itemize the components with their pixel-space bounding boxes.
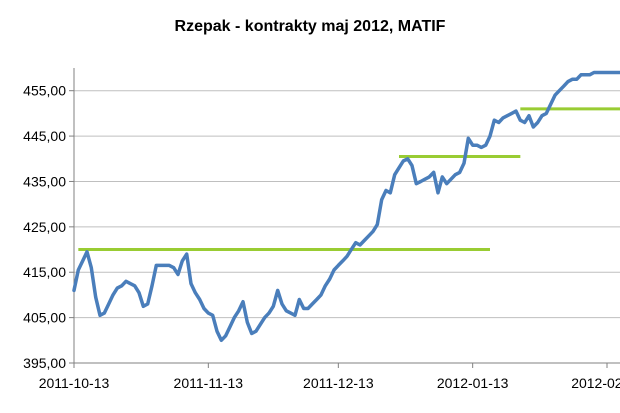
y-tick-label: 435,00 xyxy=(23,173,66,189)
series-line xyxy=(72,70,620,343)
x-tick-label: 2011-10-13 xyxy=(39,375,110,391)
x-tick-label: 2012-02-13 xyxy=(571,375,620,391)
y-tick-label: 395,00 xyxy=(23,355,66,371)
gridlines xyxy=(74,90,620,364)
x-tick-label: 2011-12-13 xyxy=(303,375,374,391)
chart-title: Rzepak - kontrakty maj 2012, MATIF xyxy=(174,18,446,35)
y-tick-label: 455,00 xyxy=(23,83,66,99)
series-lines xyxy=(72,70,620,343)
y-tick-label: 415,00 xyxy=(23,264,66,280)
x-tick-labels: 2011-10-13 2011-11-13 2011-12-13 2012-01-13… xyxy=(39,375,620,391)
y-tick-label: 405,00 xyxy=(23,310,66,326)
y-tick-label: 445,00 xyxy=(23,128,66,144)
x-tick-label: 2011-11-13 xyxy=(174,375,244,391)
level-lines xyxy=(78,107,620,252)
y-tick-labels: 395,00 405,00 415,00 425,00 435,00 445,00 455,… xyxy=(23,83,66,371)
axes xyxy=(69,68,620,368)
y-tick-label: 425,00 xyxy=(23,219,66,235)
x-tick-label: 2012-01-13 xyxy=(437,375,509,391)
